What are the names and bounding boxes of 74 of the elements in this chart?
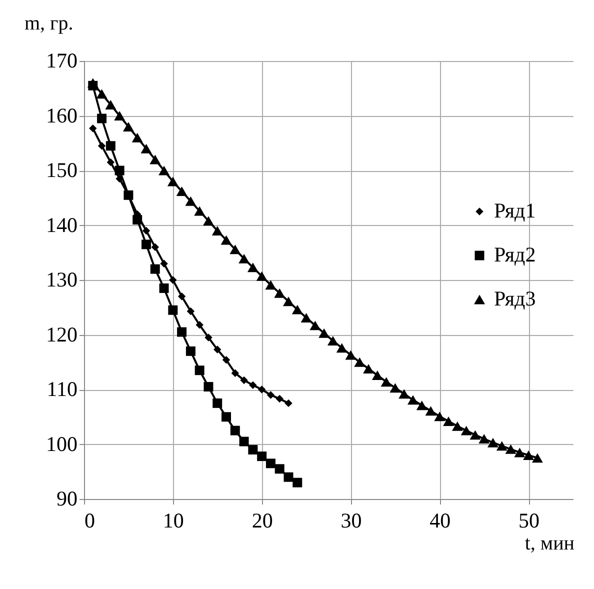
point	[140, 144, 152, 154]
point	[372, 370, 383, 380]
legend-label: Ряд1	[494, 198, 536, 222]
point	[167, 176, 178, 186]
point	[425, 406, 436, 416]
y-tick-label: 140	[46, 212, 78, 237]
point	[114, 111, 126, 120]
point	[141, 240, 151, 250]
point	[292, 304, 303, 314]
y-tick-label: 150	[46, 158, 78, 182]
point	[460, 426, 472, 436]
y-tick-label: 120	[46, 322, 78, 346]
point	[274, 288, 286, 298]
point	[478, 434, 490, 444]
point	[318, 328, 330, 338]
y-axis-title: m, гр.	[24, 12, 74, 34]
point	[452, 421, 463, 431]
point	[470, 430, 481, 440]
y-tick-label: 170	[46, 48, 78, 72]
x-tick-label: 40	[430, 508, 451, 532]
point	[96, 89, 108, 99]
point	[202, 216, 214, 226]
x-tick-label: 0	[84, 508, 95, 532]
point	[238, 254, 250, 264]
x-axis-title: t, мин	[524, 532, 575, 554]
point	[434, 412, 446, 422]
point	[212, 226, 223, 236]
point	[176, 186, 188, 196]
point	[380, 377, 392, 387]
point	[158, 166, 170, 176]
point	[523, 450, 534, 460]
point	[283, 296, 294, 306]
point	[194, 206, 206, 216]
x-tick-label: 10	[162, 508, 184, 532]
x-tick-label: 30	[340, 508, 362, 532]
point	[416, 400, 428, 410]
point	[150, 154, 161, 164]
legend-label: Ряд2	[494, 242, 536, 266]
point	[132, 132, 143, 142]
point	[87, 78, 98, 88]
point	[354, 357, 366, 367]
y-tick-label: 100	[46, 432, 78, 456]
point	[345, 350, 356, 360]
point	[390, 383, 401, 393]
x-tick-label: 50	[518, 508, 540, 532]
point	[407, 395, 418, 405]
point	[327, 336, 338, 346]
point	[496, 441, 508, 451]
point	[300, 313, 312, 323]
point	[230, 244, 241, 254]
point	[363, 364, 374, 374]
point	[122, 122, 134, 132]
y-tick-label: 90	[56, 486, 78, 510]
point	[443, 416, 454, 426]
y-tick-label: 110	[46, 377, 78, 401]
point	[310, 320, 321, 330]
point	[265, 280, 276, 290]
point	[204, 382, 214, 392]
point	[398, 389, 410, 399]
point	[532, 453, 543, 463]
point	[488, 438, 498, 448]
point	[185, 196, 196, 206]
point	[220, 235, 232, 245]
y-tick-label: 130	[46, 268, 78, 292]
point	[124, 190, 134, 200]
legend-label: Ряд3	[494, 286, 536, 310]
y-tick-label: 160	[46, 103, 78, 128]
point	[505, 444, 516, 454]
x-tick-label: 20	[252, 508, 273, 532]
point	[247, 262, 258, 272]
point	[256, 271, 268, 281]
point	[514, 448, 526, 458]
point	[105, 100, 116, 110]
point	[336, 343, 348, 353]
